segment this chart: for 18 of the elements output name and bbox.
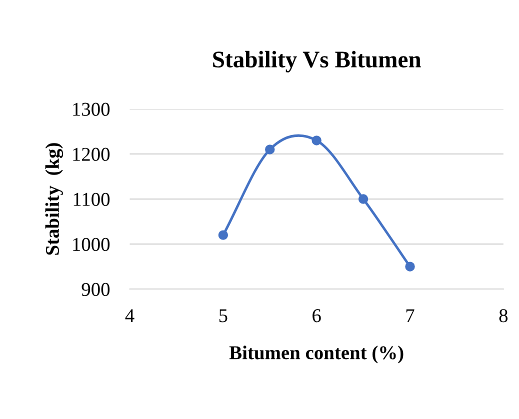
x-tick-label: 5 xyxy=(219,309,228,322)
point xyxy=(218,230,228,240)
y-axis-title: Stability (kg) xyxy=(45,143,64,255)
y-tick-label: 1200 xyxy=(73,148,110,161)
point xyxy=(405,262,415,272)
x-tick-label: 7 xyxy=(406,309,414,322)
x-tick-label: 4 xyxy=(125,309,134,322)
point xyxy=(265,144,275,154)
y-tick-label: 900 xyxy=(82,282,110,296)
y-tick-label: 1100 xyxy=(74,192,110,206)
x-tick-label: 6 xyxy=(312,309,321,322)
y-tick-label: 1300 xyxy=(73,102,110,116)
x-axis-title: Bitumen content (%) xyxy=(229,346,404,364)
chart-title: Stability Vs Bitumen xyxy=(213,50,421,72)
point xyxy=(312,136,322,146)
point xyxy=(358,194,368,204)
y-tick-label: 1000 xyxy=(73,238,110,252)
x-tick-label: 8 xyxy=(499,309,508,322)
